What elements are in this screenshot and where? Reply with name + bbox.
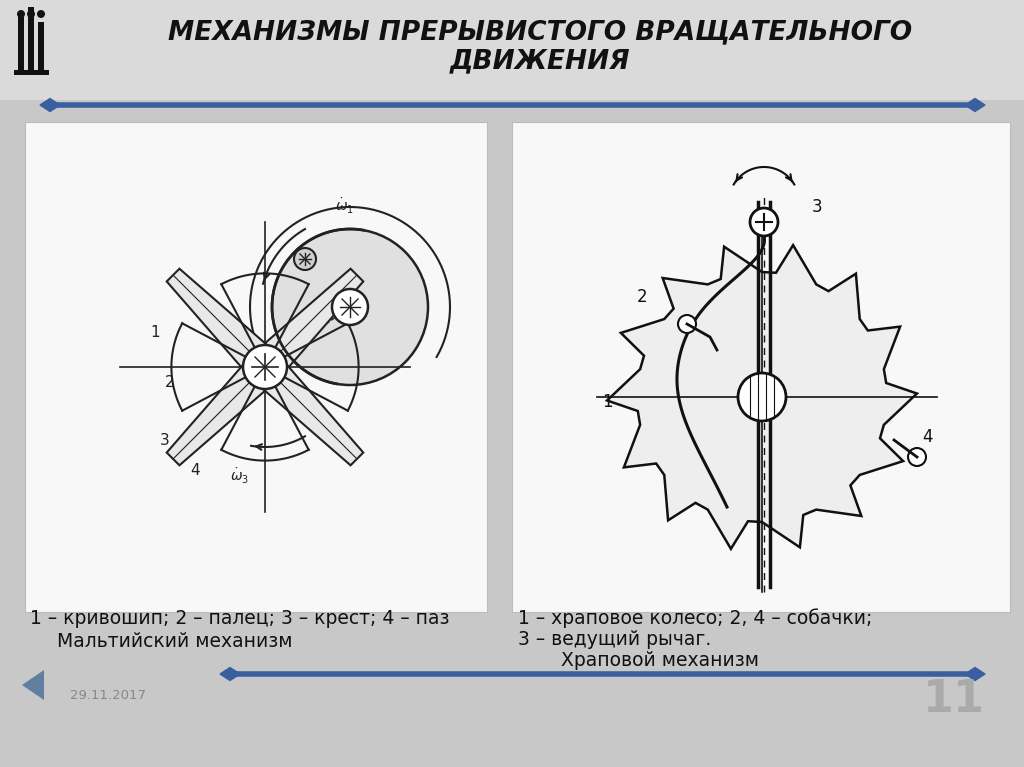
Text: МЕХАНИЗМЫ ПРЕРЫВИСТОГО ВРАЩАТЕЛЬНОГО: МЕХАНИЗМЫ ПРЕРЫВИСТОГО ВРАЩАТЕЛЬНОГО (168, 19, 912, 45)
Circle shape (294, 248, 316, 270)
Circle shape (27, 10, 35, 18)
Circle shape (750, 208, 778, 236)
Polygon shape (167, 268, 278, 380)
Bar (38, 22, 44, 72)
Text: $\dot\omega_3$: $\dot\omega_3$ (230, 467, 249, 486)
Text: 1: 1 (602, 393, 612, 411)
Circle shape (17, 10, 25, 18)
Circle shape (908, 448, 926, 466)
Circle shape (332, 289, 368, 325)
Text: 4: 4 (922, 428, 933, 446)
Bar (18, 17, 24, 72)
Text: 4: 4 (190, 463, 200, 478)
Bar (512, 122, 1010, 612)
Text: Храповой механизм: Храповой механизм (561, 651, 759, 670)
Circle shape (37, 10, 45, 18)
Bar (25, 122, 487, 612)
Text: $\dot\omega_1$: $\dot\omega_1$ (335, 197, 354, 216)
Bar (0, 0, 1024, 100)
Bar (28, 7, 34, 72)
Polygon shape (22, 670, 44, 700)
Text: 29.11.2017: 29.11.2017 (70, 689, 146, 702)
Text: Мальтийский механизм: Мальтийский механизм (57, 632, 293, 651)
Polygon shape (965, 667, 985, 680)
Polygon shape (607, 245, 916, 549)
Circle shape (738, 373, 786, 421)
Circle shape (243, 345, 287, 389)
Polygon shape (965, 98, 985, 111)
Text: 2: 2 (637, 288, 647, 306)
Text: 11: 11 (923, 678, 985, 721)
Polygon shape (167, 354, 278, 466)
Polygon shape (220, 667, 240, 680)
Bar (14, 70, 49, 75)
Polygon shape (40, 98, 60, 111)
Text: 2: 2 (165, 375, 175, 390)
Text: 1: 1 (150, 325, 160, 340)
Text: 3 – ведущий рычаг.: 3 – ведущий рычаг. (518, 630, 712, 649)
Text: 3: 3 (160, 433, 170, 448)
Polygon shape (252, 354, 364, 466)
Text: 1 – храповое колесо; 2, 4 – собачки;: 1 – храповое колесо; 2, 4 – собачки; (518, 608, 872, 628)
Text: 3: 3 (812, 198, 822, 216)
Polygon shape (252, 268, 364, 380)
Circle shape (678, 315, 696, 333)
Text: ДВИЖЕНИЯ: ДВИЖЕНИЯ (450, 48, 630, 74)
Text: 1 – кривошип; 2 – палец; 3 – крест; 4 – паз: 1 – кривошип; 2 – палец; 3 – крест; 4 – … (30, 609, 450, 628)
Circle shape (272, 229, 428, 385)
